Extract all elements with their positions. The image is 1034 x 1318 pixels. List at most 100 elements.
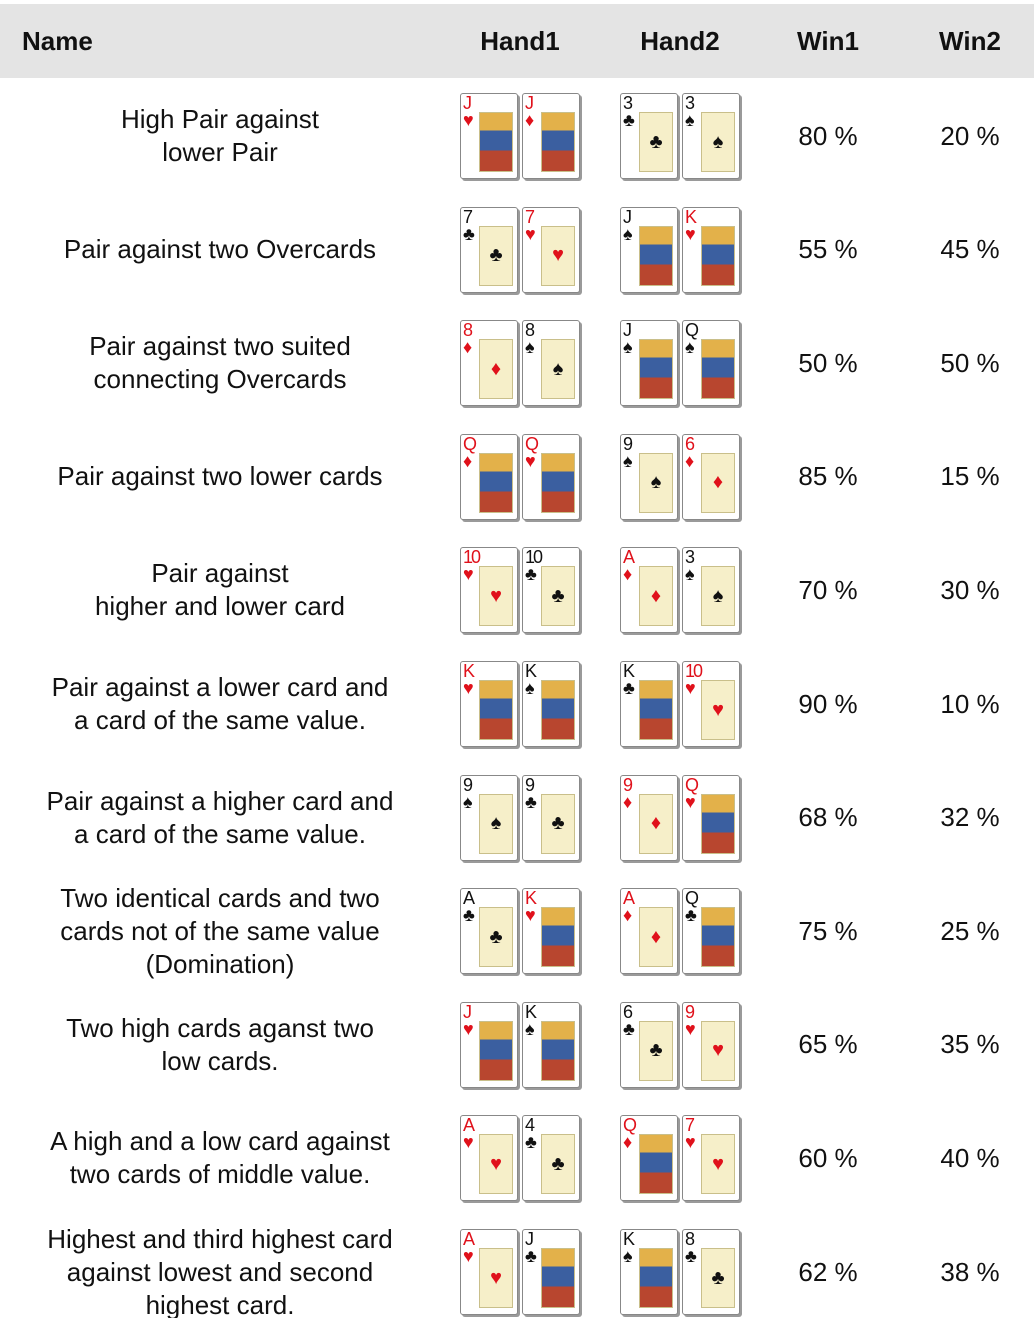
card-suit: ♥ <box>463 565 474 583</box>
hand: K♣10♥♥ <box>620 661 740 747</box>
card-pip: ♣ <box>551 807 564 840</box>
card-face: ♠ <box>701 566 735 626</box>
card-suit: ♦ <box>685 452 694 470</box>
card-face: ♦ <box>479 339 513 399</box>
hand-cell: 7♣♣7♥♥ <box>440 193 600 307</box>
card-pip: ♥ <box>490 580 502 613</box>
playing-card: J♥ <box>460 1002 518 1088</box>
card-face <box>479 1021 513 1081</box>
hand: 9♠♠9♣♣ <box>460 775 580 861</box>
card-suit: ♣ <box>623 1020 635 1038</box>
card-pip: ♣ <box>711 1262 724 1295</box>
win-percent: 10 % <box>900 647 1034 761</box>
card-face <box>701 226 735 286</box>
win-percent: 50 % <box>900 306 1034 420</box>
win-percent: 30 % <box>900 533 1034 647</box>
table-row: Two identical cards and two cards not of… <box>0 874 1034 988</box>
card-face <box>479 112 513 172</box>
hand-cell: 3♣♣3♠♠ <box>600 79 760 193</box>
header-cell: Hand2 <box>600 4 760 78</box>
playing-card: K♠ <box>522 1002 580 1088</box>
win-percent: 75 % <box>760 874 896 988</box>
card-face: ♥ <box>479 566 513 626</box>
win-percent: 45 % <box>900 193 1034 307</box>
card-suit: ♣ <box>463 225 475 243</box>
hand: A♥♥4♣♣ <box>460 1115 580 1201</box>
playing-card: 10♣♣ <box>522 547 580 633</box>
hand: K♠8♣♣ <box>620 1229 740 1315</box>
card-pip: ♦ <box>651 580 661 613</box>
card-suit: ♠ <box>685 338 695 356</box>
playing-card: 9♥♥ <box>682 1002 740 1088</box>
card-face <box>541 907 575 967</box>
hand: Q♦Q♥ <box>460 434 580 520</box>
card-suit: ♦ <box>623 565 632 583</box>
hand-cell: A♦♦3♠♠ <box>600 533 760 647</box>
card-face <box>541 453 575 513</box>
card-suit: ♠ <box>623 225 633 243</box>
playing-card: K♣ <box>620 661 678 747</box>
card-pip: ♦ <box>713 466 723 499</box>
card-rank: 7 <box>525 208 533 226</box>
table-row: Pair against two lower cardsQ♦Q♥9♠♠6♦♦85… <box>0 420 1034 534</box>
card-rank: 9 <box>525 776 533 794</box>
card-face: ♥ <box>701 680 735 740</box>
hand-name: High Pair against lower Pair <box>0 79 440 193</box>
playing-card: 7♥♥ <box>522 207 580 293</box>
card-suit: ♥ <box>463 1020 474 1038</box>
playing-card: Q♥ <box>682 775 740 861</box>
hand: J♥J♦ <box>460 93 580 179</box>
win-percent: 50 % <box>760 306 896 420</box>
win-percent: 60 % <box>760 1101 896 1215</box>
hand: 10♥♥10♣♣ <box>460 547 580 633</box>
card-suit: ♣ <box>525 565 537 583</box>
win-percent: 55 % <box>760 193 896 307</box>
card-suit: ♣ <box>685 906 697 924</box>
card-suit: ♣ <box>525 793 537 811</box>
table-row: Pair against a higher card and a card of… <box>0 761 1034 875</box>
card-face: ♦ <box>639 907 673 967</box>
playing-card: 8♠♠ <box>522 320 580 406</box>
hand-cell: J♠K♥ <box>600 193 760 307</box>
playing-card: K♠ <box>620 1229 678 1315</box>
playing-card: Q♣ <box>682 888 740 974</box>
card-suit: ♣ <box>463 906 475 924</box>
playing-card: J♠ <box>620 320 678 406</box>
card-suit: ♦ <box>623 793 632 811</box>
playing-card: Q♠ <box>682 320 740 406</box>
card-face <box>541 680 575 740</box>
playing-card: K♥ <box>522 888 580 974</box>
hand: 9♠♠6♦♦ <box>620 434 740 520</box>
hand-cell: A♥♥J♣ <box>440 1215 600 1318</box>
card-pip: ♥ <box>712 1148 724 1181</box>
win-percent: 65 % <box>760 988 896 1102</box>
card-pip: ♦ <box>491 353 501 386</box>
hand: Q♦7♥♥ <box>620 1115 740 1201</box>
hand-name: Pair against higher and lower card <box>0 533 440 647</box>
table-row: High Pair against lower PairJ♥J♦3♣♣3♠♠80… <box>0 79 1034 193</box>
playing-card: 8♣♣ <box>682 1229 740 1315</box>
hand: J♠K♥ <box>620 207 740 293</box>
hand-name: A high and a low card against two cards … <box>0 1101 440 1215</box>
hand: J♥K♠ <box>460 1002 580 1088</box>
playing-card: 6♦♦ <box>682 434 740 520</box>
table-row: Pair against a lower card and a card of … <box>0 647 1034 761</box>
hand-cell: J♥J♦ <box>440 79 600 193</box>
header-cell: Name <box>22 4 93 78</box>
playing-card: 10♥♥ <box>460 547 518 633</box>
win-percent: 70 % <box>760 533 896 647</box>
card-suit: ♦ <box>623 906 632 924</box>
hand-cell: Q♦Q♥ <box>440 420 600 534</box>
playing-card: 9♣♣ <box>522 775 580 861</box>
card-suit: ♠ <box>623 338 633 356</box>
hand-cell: 6♣♣9♥♥ <box>600 988 760 1102</box>
card-face <box>639 1248 673 1308</box>
hand: A♦♦3♠♠ <box>620 547 740 633</box>
card-face: ♥ <box>701 1134 735 1194</box>
hand: A♣♣K♥ <box>460 888 580 974</box>
card-suit: ♠ <box>685 111 695 129</box>
card-rank: J <box>623 208 630 226</box>
card-pip: ♠ <box>713 580 724 613</box>
card-face: ♥ <box>479 1248 513 1308</box>
card-suit: ♠ <box>623 1247 633 1265</box>
